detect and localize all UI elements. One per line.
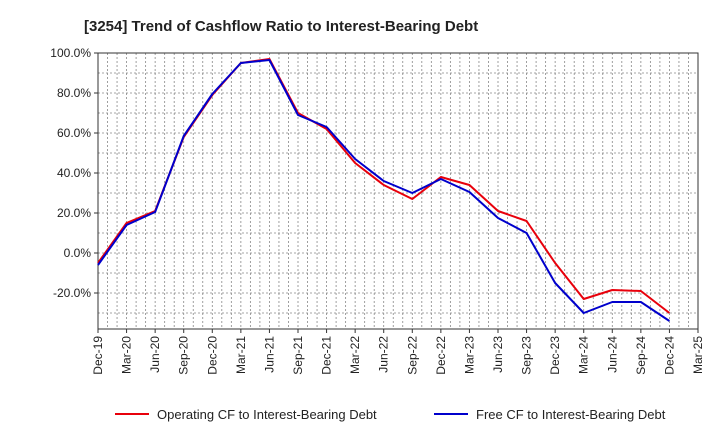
- y-tick-label: 0.0%: [64, 246, 92, 260]
- x-tick-label: Jun-22: [377, 336, 391, 373]
- legend: Operating CF to Interest-Bearing Debt Fre…: [115, 407, 666, 422]
- x-tick-label: Sep-21: [291, 336, 305, 375]
- x-tick-label: Dec-23: [548, 336, 562, 375]
- legend-label: Operating CF to Interest-Bearing Debt: [157, 407, 377, 422]
- x-tick-label: Dec-20: [205, 336, 219, 375]
- x-tick-label: Sep-23: [520, 336, 534, 375]
- y-tick-label: 80.0%: [57, 86, 91, 100]
- x-tick-label: Mar-22: [348, 336, 362, 374]
- x-axis-ticks: Dec-19 Mar-20 Jun-20 Sep-20 Dec-20 Mar-21 Jun-…: [91, 329, 705, 375]
- x-tick-label: Sep-22: [405, 336, 419, 375]
- x-tick-label: Mar-25: [691, 336, 705, 374]
- x-tick-label: Mar-23: [462, 336, 476, 374]
- y-tick-label: -20.0%: [53, 286, 91, 300]
- x-tick-label: Dec-21: [320, 336, 334, 375]
- x-tick-label: Jun-23: [491, 336, 505, 373]
- x-tick-label: Dec-19: [91, 336, 105, 375]
- chart-title: [3254] Trend of Cashflow Ratio to Intere…: [84, 18, 478, 35]
- series-line-free-cf: [97, 59, 670, 322]
- x-tick-label: Jun-24: [605, 336, 619, 373]
- x-tick-label: Mar-24: [577, 336, 591, 374]
- plot-area-frame: [97, 52, 699, 330]
- y-tick-label: 20.0%: [57, 206, 91, 220]
- x-tick-label: Dec-24: [662, 336, 676, 375]
- y-tick-label: 40.0%: [57, 166, 91, 180]
- x-tick-label: Sep-20: [177, 336, 191, 375]
- y-tick-label: 100.0%: [50, 46, 91, 60]
- y-tick-label: 60.0%: [57, 126, 91, 140]
- x-tick-label: Jun-21: [262, 336, 276, 373]
- x-tick-label: Sep-24: [634, 336, 648, 375]
- x-tick-label: Mar-21: [234, 336, 248, 374]
- legend-label: Free CF to Interest-Bearing Debt: [476, 407, 666, 422]
- y-axis-ticks: 100.0% 80.0% 60.0% 40.0% 20.0% 0.0% -20.0%: [50, 46, 98, 300]
- grid: [98, 53, 698, 329]
- series-lines: [97, 58, 671, 322]
- x-tick-label: Mar-20: [120, 336, 134, 374]
- x-tick-label: Jun-20: [148, 336, 162, 373]
- x-tick-label: Dec-22: [434, 336, 448, 375]
